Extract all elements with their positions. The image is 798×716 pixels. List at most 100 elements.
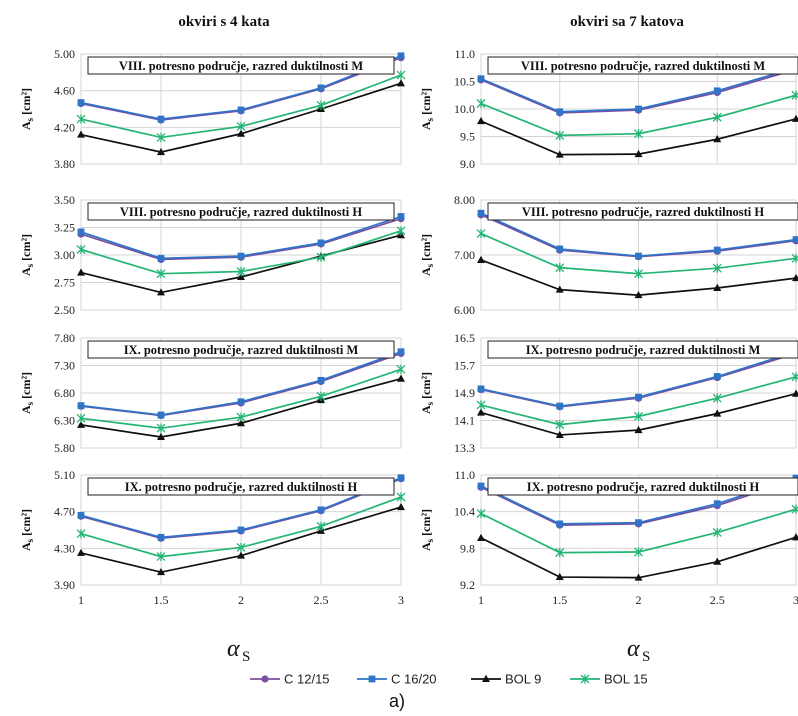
data-point <box>556 520 564 528</box>
y-tick-label: 10.5 <box>454 75 475 89</box>
y-tick-label: 4.60 <box>54 84 75 98</box>
data-point <box>555 130 565 140</box>
y-tick-label: 3.90 <box>54 578 75 592</box>
data-point <box>237 106 245 114</box>
y-tick-label: 2.50 <box>54 303 75 317</box>
y-axis-label-sub: s <box>425 538 435 542</box>
data-point <box>477 255 485 263</box>
data-point <box>236 121 246 132</box>
column-title-right: okviri sa 7 katova <box>570 14 684 30</box>
panel-title-box <box>487 340 798 359</box>
data-point <box>555 430 564 438</box>
panel-title: IX. potresno područje, razred duktilnost… <box>124 343 359 357</box>
data-point <box>556 402 564 410</box>
x-axis-subscript: S <box>642 649 650 665</box>
y-axis-label-unit: [cm²] <box>419 372 433 402</box>
y-tick-label: 13.3 <box>454 441 475 455</box>
data-point <box>396 226 406 236</box>
data-point <box>157 147 165 156</box>
x-axis-symbol: α <box>627 636 640 662</box>
y-axis-label: As [cm²] <box>19 509 35 551</box>
y-tick-label: 5.80 <box>54 441 75 455</box>
y-tick-label: 11.0 <box>454 468 475 482</box>
data-point <box>396 364 406 374</box>
data-point <box>634 573 643 581</box>
legend-label: C 12/15 <box>284 672 330 687</box>
data-point <box>712 112 722 122</box>
data-point <box>792 273 798 282</box>
data-point <box>713 283 722 291</box>
series-bol-15 <box>476 90 798 140</box>
y-axis-label-sub: s <box>25 401 35 405</box>
data-point <box>156 132 166 143</box>
series-c-16-20 <box>77 213 405 262</box>
y-tick-label: 2.75 <box>54 276 75 290</box>
data-point <box>157 288 165 296</box>
y-tick-label: 4.30 <box>54 541 75 555</box>
chart-panel: 9.0 9.5 10.0 10.5 11.0 As [cm²] VIII. potresno… <box>419 47 798 171</box>
y-axis-label: As [cm²] <box>19 88 35 130</box>
data-point <box>476 228 486 239</box>
data-point <box>316 521 326 531</box>
data-point <box>317 239 325 247</box>
data-point <box>476 508 486 519</box>
panel-title-box <box>87 202 395 221</box>
series-bol-15 <box>76 70 406 143</box>
y-tick-label: 7.30 <box>54 359 75 373</box>
series-bol-9 <box>77 374 405 440</box>
legend-label: BOL 15 <box>604 672 648 687</box>
y-tick-label: 7.80 <box>54 331 75 345</box>
data-point <box>397 79 405 87</box>
figure-caption: a) <box>389 691 405 711</box>
series-bol-15 <box>476 504 798 558</box>
y-axis-label-main: A <box>419 267 433 276</box>
y-tick-label: 10.0 <box>454 102 475 116</box>
data-point <box>556 245 564 253</box>
chart-panel: 13.3 14.1 14.9 15.7 16.5 As [cm²] IX. potresno… <box>419 331 798 455</box>
data-point <box>316 252 326 262</box>
data-point <box>317 506 325 514</box>
data-point <box>157 432 165 440</box>
y-axis-label-main: A <box>19 121 33 130</box>
legend-marker <box>482 674 490 682</box>
data-point <box>712 527 722 538</box>
legend-entry: C 16/20 <box>357 672 437 687</box>
y-axis-label: As [cm²] <box>19 234 35 276</box>
data-point <box>477 482 485 490</box>
data-point <box>397 348 405 356</box>
data-point <box>77 420 85 428</box>
series-bol-15 <box>476 228 798 279</box>
data-point <box>477 408 485 416</box>
series-bol-9 <box>477 389 798 438</box>
chart-panel: 3.90 4.30 4.70 5.10 1 1.5 2 2.5 3 As [cm²] IX. pot… <box>19 468 406 607</box>
data-point <box>792 533 798 541</box>
y-tick-label: 5.00 <box>54 47 75 61</box>
data-point <box>237 272 245 280</box>
data-point <box>634 425 643 434</box>
y-tick-label: 5.10 <box>54 468 75 482</box>
data-point <box>477 385 485 393</box>
data-point <box>397 474 405 482</box>
data-point <box>157 254 165 262</box>
y-tick-label: 4.70 <box>54 505 75 519</box>
y-axis-label-sub: s <box>25 538 35 542</box>
data-point <box>792 114 798 122</box>
data-point <box>157 567 165 576</box>
data-point <box>555 572 564 581</box>
y-axis-label-sub: s <box>425 117 435 121</box>
data-point <box>317 376 325 384</box>
data-point <box>77 268 85 276</box>
data-point <box>712 393 722 403</box>
legend-entry: BOL 9 <box>471 672 541 687</box>
data-point <box>237 129 245 137</box>
y-axis-label-unit: [cm²] <box>19 372 33 402</box>
panel-title: IX. potresno područje, razred duktilnost… <box>527 480 760 494</box>
y-tick-label: 11.0 <box>454 47 475 61</box>
x-tick-label: 3 <box>793 593 798 607</box>
y-axis-label: As [cm²] <box>419 372 435 414</box>
data-point <box>477 209 485 217</box>
legend: C 12/15 C 16/20 BOL 9 BOL 15 <box>250 672 648 687</box>
data-point <box>396 492 406 502</box>
data-point <box>634 129 643 139</box>
data-point <box>555 285 564 293</box>
